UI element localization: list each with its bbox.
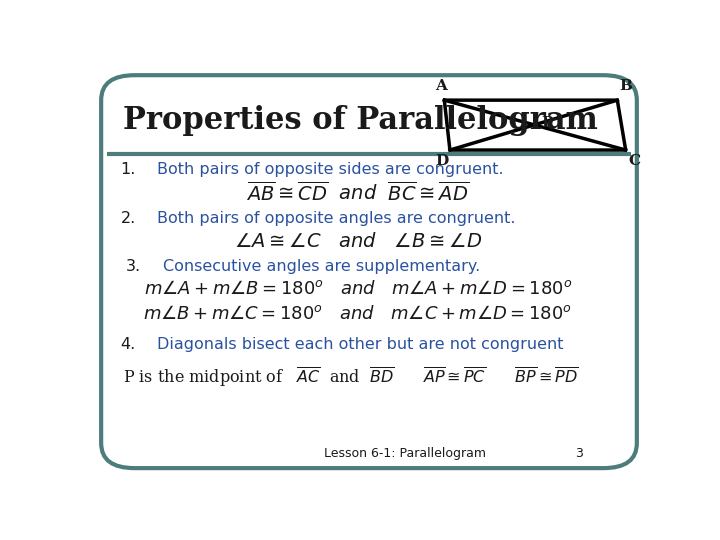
- Text: $m\angle A + m\angle B = 180^o$   and   $m\angle A + m\angle D = 180^o$: $m\angle A + m\angle B = 180^o$ and $m\a…: [143, 280, 572, 298]
- Text: C: C: [628, 154, 640, 168]
- Text: 4.: 4.: [121, 337, 136, 352]
- Text: B: B: [619, 79, 632, 93]
- Text: 3.: 3.: [126, 259, 141, 274]
- Text: 2.: 2.: [121, 211, 136, 226]
- Text: D: D: [435, 154, 448, 168]
- Text: Both pairs of opposite sides are congruent.: Both pairs of opposite sides are congrue…: [157, 162, 503, 177]
- Text: 3: 3: [575, 447, 583, 460]
- Text: A: A: [436, 79, 447, 93]
- Text: Properties of Parallelogram: Properties of Parallelogram: [124, 105, 598, 137]
- Text: $m\angle B + m\angle C = 180^o$   and   $m\angle C + m\angle D = 180^o$: $m\angle B + m\angle C = 180^o$ and $m\a…: [143, 305, 572, 323]
- Text: $\angle A \cong \angle C$   and   $\angle B \cong \angle D$: $\angle A \cong \angle C$ and $\angle B …: [234, 232, 482, 252]
- Text: $\overline{AB} \cong \overline{CD}$  and  $\overline{BC} \cong \overline{AD}$: $\overline{AB} \cong \overline{CD}$ and …: [246, 181, 469, 205]
- Text: Lesson 6-1: Parallelogram: Lesson 6-1: Parallelogram: [324, 447, 487, 460]
- Text: P is the midpoint of   $\overline{AC}$  and  $\overline{BD}$      $\overline{AP}: P is the midpoint of $\overline{AC}$ and…: [124, 366, 580, 389]
- Text: P: P: [541, 116, 553, 130]
- Text: Diagonals bisect each other but are not congruent: Diagonals bisect each other but are not …: [157, 337, 564, 352]
- Text: Both pairs of opposite angles are congruent.: Both pairs of opposite angles are congru…: [157, 211, 516, 226]
- FancyBboxPatch shape: [101, 75, 637, 468]
- Text: Consecutive angles are supplementary.: Consecutive angles are supplementary.: [163, 259, 480, 274]
- Text: 1.: 1.: [121, 162, 136, 177]
